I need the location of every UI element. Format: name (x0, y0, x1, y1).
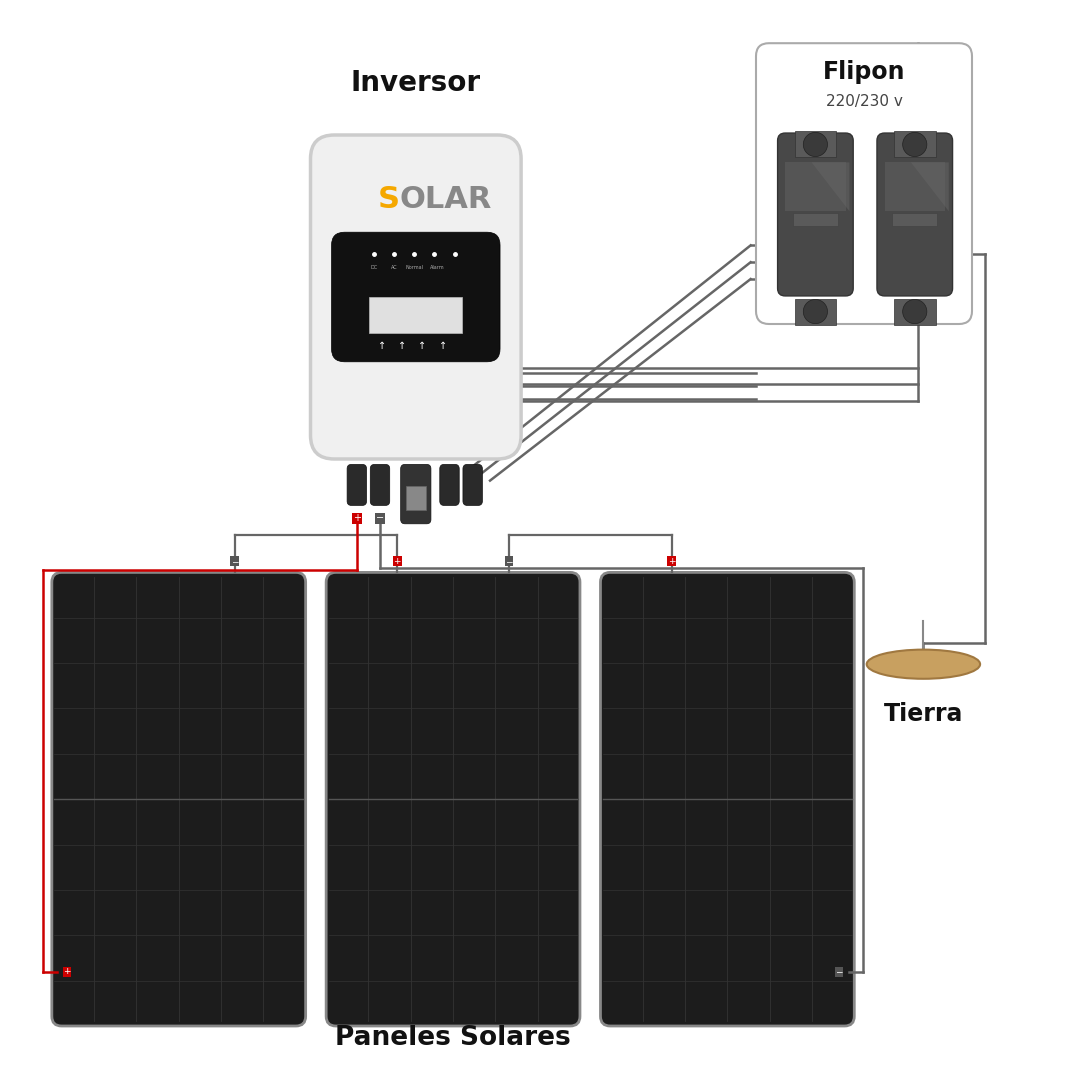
Text: Paneles Solares: Paneles Solares (335, 1025, 571, 1051)
FancyBboxPatch shape (52, 572, 306, 1026)
Text: ↑: ↑ (418, 341, 427, 351)
Bar (795, 132, 836, 158)
FancyBboxPatch shape (311, 135, 522, 459)
Text: +: + (393, 557, 401, 566)
Bar (894, 298, 935, 325)
Bar (406, 486, 426, 510)
FancyBboxPatch shape (463, 464, 483, 505)
FancyBboxPatch shape (440, 464, 459, 505)
Circle shape (804, 299, 827, 324)
Polygon shape (812, 162, 849, 212)
Text: −: − (505, 557, 513, 566)
Text: ↑: ↑ (378, 341, 387, 351)
FancyBboxPatch shape (347, 464, 366, 505)
Ellipse shape (866, 649, 981, 678)
Bar (793, 213, 838, 226)
Text: Inversor: Inversor (351, 69, 481, 97)
FancyBboxPatch shape (600, 572, 854, 1026)
FancyBboxPatch shape (326, 572, 580, 1026)
FancyBboxPatch shape (401, 464, 431, 524)
Text: +: + (667, 557, 675, 566)
Text: 220/230 v: 220/230 v (825, 94, 903, 109)
Text: AC: AC (391, 265, 397, 270)
Text: DC: DC (370, 265, 377, 270)
Circle shape (903, 299, 927, 324)
FancyBboxPatch shape (778, 133, 853, 296)
Bar (795, 298, 836, 325)
FancyBboxPatch shape (877, 133, 953, 296)
Circle shape (903, 133, 927, 157)
Text: −: − (836, 967, 842, 976)
FancyBboxPatch shape (332, 232, 500, 362)
Bar (885, 162, 945, 212)
Polygon shape (910, 162, 949, 212)
Bar (369, 297, 462, 334)
Bar (894, 132, 935, 158)
FancyBboxPatch shape (756, 43, 972, 324)
Text: Alarm: Alarm (431, 265, 445, 270)
Bar (892, 213, 937, 226)
Text: S: S (377, 186, 400, 214)
Bar (785, 162, 846, 212)
Text: +: + (64, 967, 70, 976)
Text: Normal: Normal (405, 265, 423, 270)
Text: −: − (376, 513, 384, 524)
Text: ↑: ↑ (399, 341, 406, 351)
Text: ↑: ↑ (438, 341, 447, 351)
Text: +: + (353, 513, 361, 524)
Text: Flipon: Flipon (823, 60, 905, 84)
FancyBboxPatch shape (370, 464, 390, 505)
Circle shape (804, 133, 827, 157)
Text: Tierra: Tierra (883, 702, 963, 726)
Text: −: − (231, 557, 239, 566)
Text: OLAR: OLAR (400, 186, 491, 214)
